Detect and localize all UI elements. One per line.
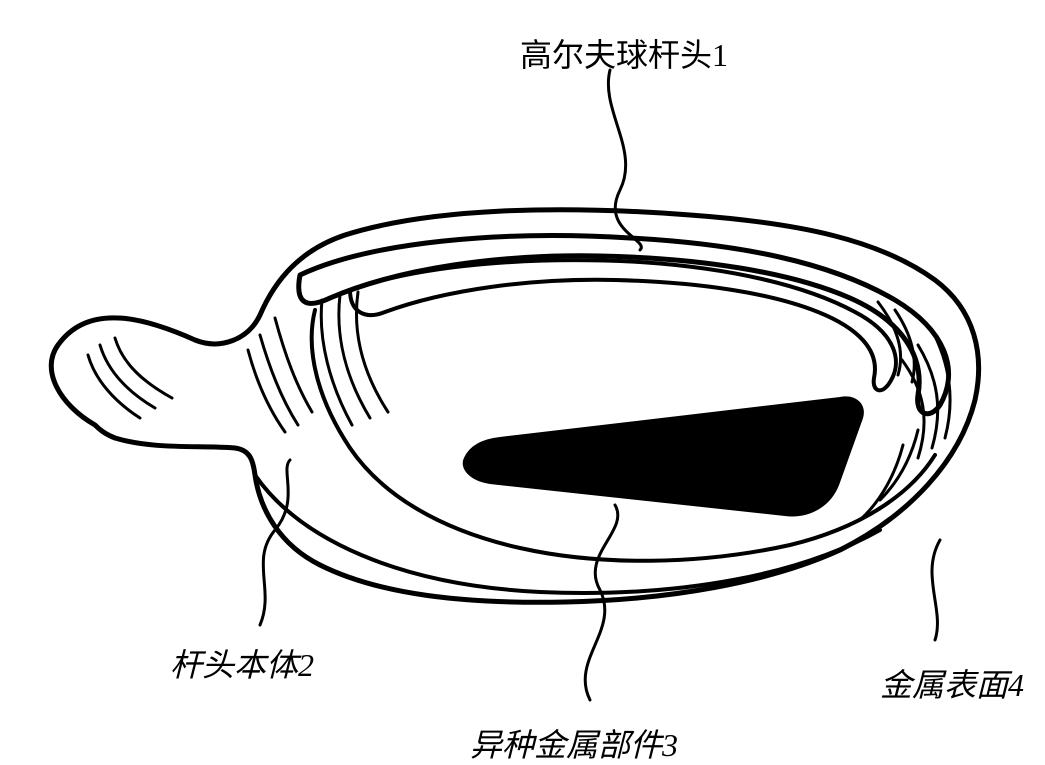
- label-head-body: 杆头本体2: [170, 640, 314, 686]
- label-club-head: 高尔夫球杆头1: [520, 30, 728, 76]
- diagram-svg: [0, 0, 1045, 765]
- golf-club-diagram: 高尔夫球杆头1 杆头本体2 异种金属部件3 金属表面4: [0, 0, 1045, 765]
- leader-right: [932, 540, 940, 640]
- label-dissimilar-metal-part: 异种金属部件3: [470, 720, 678, 765]
- label-metal-surface: 金属表面4: [880, 660, 1024, 706]
